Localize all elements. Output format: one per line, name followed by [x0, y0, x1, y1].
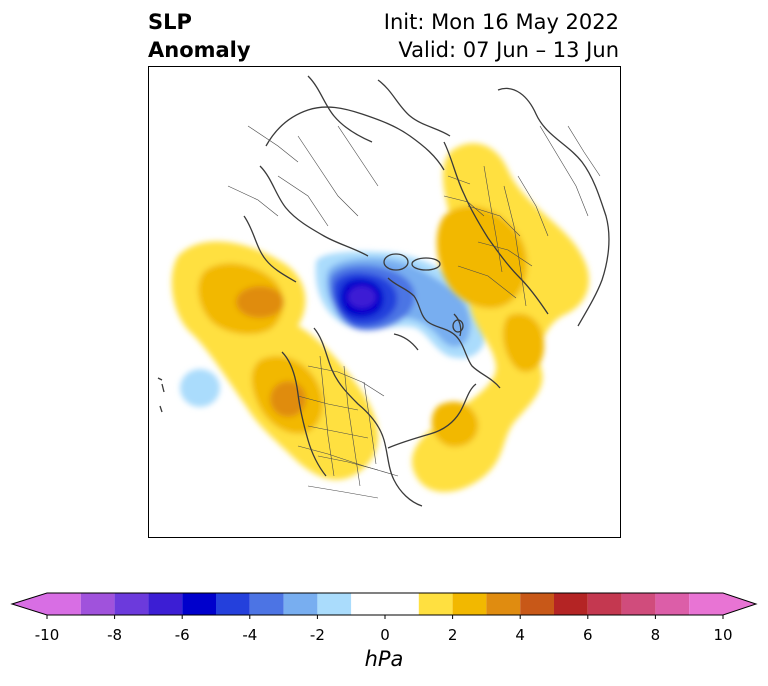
colorbar-tick: 6	[583, 626, 593, 644]
colorbar-tick: -2	[309, 626, 325, 644]
map-title-right: Init: Mon 16 May 2022 Valid: 07 Jun – 13…	[384, 8, 619, 64]
colorbar-segment	[182, 593, 216, 615]
title-variable: SLP	[148, 10, 192, 34]
colorbar-segment	[351, 593, 419, 615]
colorbar-unit-label: hPa	[364, 647, 404, 671]
coastlines	[157, 75, 610, 507]
colorbar-segment	[520, 593, 554, 615]
colorbar-extend-low	[12, 593, 47, 615]
political-borders	[227, 125, 601, 499]
colorbar-tick: 10	[713, 626, 733, 644]
colorbar-extend-high	[723, 593, 756, 615]
colorbar-tick: -8	[107, 626, 123, 644]
colorbar-segment	[317, 593, 352, 615]
colorbar-segment	[283, 593, 318, 615]
slp-anomaly-map	[148, 66, 621, 538]
colorbar-segment	[249, 593, 284, 615]
colorbar-segment	[452, 593, 487, 615]
colorbar-segment	[689, 593, 723, 615]
title-valid-range: Valid: 07 Jun – 13 Jun	[398, 38, 619, 62]
colorbar-tick: -4	[242, 626, 258, 644]
colorbar-segment	[486, 593, 521, 615]
colorbar-tick: 0	[380, 626, 390, 644]
colorbar-segment	[554, 593, 588, 615]
colorbar-segment	[114, 593, 149, 615]
colorbar-segment	[47, 593, 81, 615]
colorbar-tick: -10	[34, 626, 60, 644]
title-init-date: Init: Mon 16 May 2022	[383, 10, 619, 34]
colorbar-segment	[655, 593, 690, 615]
colorbar-tick: 8	[650, 626, 661, 644]
map-title-left: SLP Anomaly	[148, 8, 251, 64]
eurasia-atlantic-high-anomaly	[411, 143, 589, 492]
colorbar-tick: -6	[174, 626, 190, 644]
colorbar-tick: 4	[515, 626, 525, 644]
title-quantity: Anomaly	[148, 38, 251, 62]
map-frame	[148, 66, 621, 538]
colorbar-segment	[418, 593, 453, 615]
colorbar-segment	[587, 593, 622, 615]
colorbar-segment	[216, 593, 250, 615]
colorbar	[10, 592, 758, 619]
colorbar-segment	[80, 593, 115, 615]
colorbar-segment	[621, 593, 656, 615]
colorbar-segment	[148, 593, 183, 615]
colorbar-tick: 2	[447, 626, 458, 644]
